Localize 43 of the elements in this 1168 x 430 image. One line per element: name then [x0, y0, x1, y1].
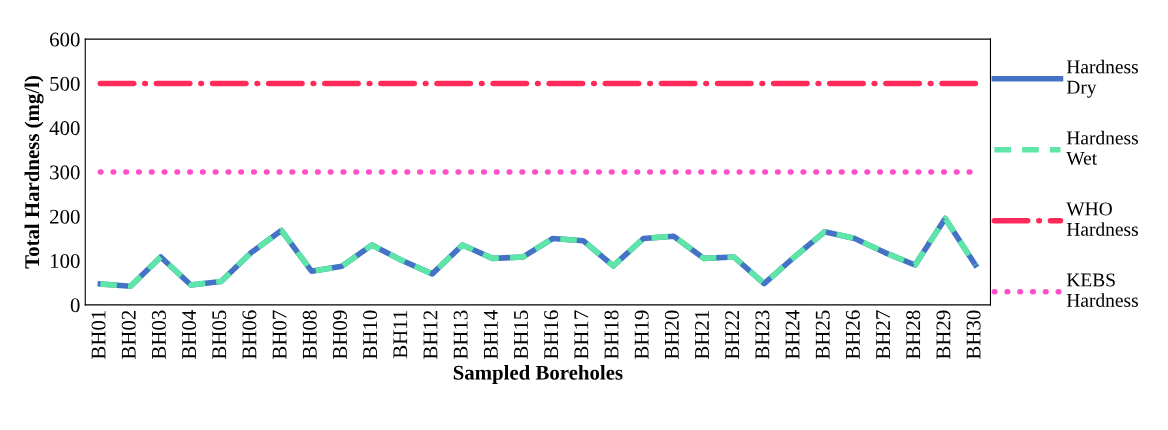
legend-label: Hardness Wet — [1066, 130, 1138, 165]
x-tick-label: BH24 — [785, 310, 800, 359]
x-tick-label: BH28 — [906, 310, 921, 359]
x-tick-label: BH23 — [755, 310, 770, 359]
x-tick-label: BH10 — [363, 310, 378, 359]
x-tick-label: BH22 — [725, 310, 740, 359]
x-tick-label: BH20 — [664, 310, 679, 359]
y-tick-label: 600 — [50, 32, 80, 47]
x-tick-label: BH29 — [936, 310, 951, 359]
y-axis-title: Total Hardness (mg/l) — [24, 76, 44, 269]
x-tick-label: BH06 — [242, 310, 257, 359]
x-tick-label: BH19 — [634, 310, 649, 359]
x-tick-label: BH17 — [574, 310, 589, 359]
x-tick-label: BH16 — [544, 310, 559, 359]
x-tick-label: BH21 — [695, 310, 709, 359]
x-tick-label: BH25 — [815, 310, 830, 359]
x-tick-label: BH18 — [604, 310, 619, 359]
y-tick-label: 200 — [50, 209, 80, 224]
x-tick-label: BH26 — [845, 310, 860, 359]
y-tick-label: 500 — [50, 76, 80, 91]
y-tick-label: 300 — [50, 165, 80, 180]
legend-label: KEBS Hardness — [1066, 273, 1138, 307]
x-tick-label: BH08 — [302, 310, 317, 359]
x-tick-label: BH03 — [151, 310, 166, 359]
legend-label: WHO Hardness — [1066, 202, 1138, 236]
y-tick-label: 0 — [70, 298, 80, 313]
x-tick-label: BH05 — [212, 310, 227, 359]
x-axis-title: Sampled Boreholes — [453, 365, 623, 384]
legend-label: Hardness Dry — [1066, 59, 1138, 98]
x-tick-label: BH12 — [423, 310, 438, 359]
x-tick-label: BH13 — [453, 310, 468, 359]
x-tick-label: BH02 — [121, 310, 136, 359]
y-tick-label: 400 — [49, 121, 80, 136]
x-tick-label: BH14 — [483, 310, 498, 359]
x-tick-label: BH01 — [91, 310, 106, 359]
x-tick-label: BH27 — [876, 310, 890, 359]
x-tick-label: BH15 — [514, 310, 528, 359]
x-tick-label: BH30 — [966, 310, 981, 359]
x-tick-label: BH07 — [272, 310, 287, 359]
x-tick-label: BH09 — [332, 310, 347, 359]
x-tick-label: BH04 — [182, 310, 197, 359]
x-tick-label: BH11 — [393, 310, 408, 359]
y-tick-label: 100 — [50, 253, 80, 269]
